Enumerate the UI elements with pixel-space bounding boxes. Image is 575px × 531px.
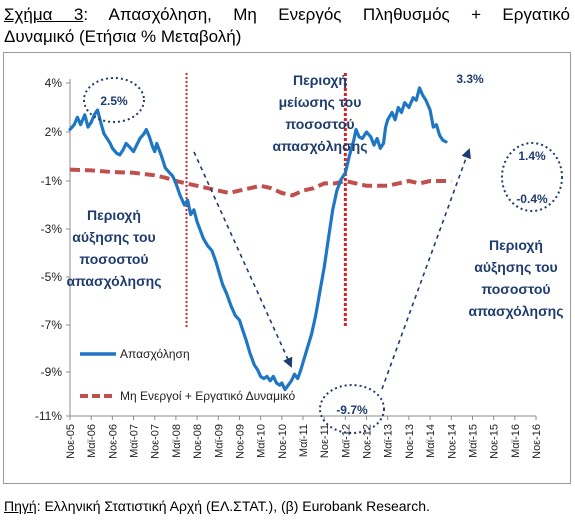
x-tick-label: Νοε-14 (446, 424, 458, 459)
x-tick-label: Νοε-13 (404, 424, 416, 459)
chart-frame: 4% 2% -1% -3% -5% -7% -9% -11% Νοε-05 Μαϊ-06 Νοε-0… (3, 52, 571, 484)
region-label-2-line: ποσοστού (79, 251, 148, 267)
source-label: Πηγή (4, 498, 37, 514)
region-label-1-line: μείωσης του (279, 94, 362, 110)
x-tick-label: Μαϊ-15 (467, 424, 479, 458)
region-label-2-line: απασχόλησης (67, 273, 162, 289)
title-line-2: Δυναμικό (Ετήσια % Μεταβολή) (4, 27, 242, 46)
y-tick-label: -9% (41, 365, 63, 379)
annotation-label: 1.4% (518, 149, 546, 163)
region-label-1-line: Περιοχή (293, 72, 347, 88)
x-tick-label: Νοε-09 (234, 424, 246, 459)
title-prefix: Σχήμα 3 (4, 5, 84, 24)
x-tick-label: Μαϊ-08 (171, 424, 183, 458)
latest-values-circle (501, 142, 563, 212)
source-text: : Ελληνική Στατιστική Αρχή (ΕΛ.ΣΤΑΤ.), (… (36, 498, 430, 514)
region-label-2-line: αύξησης του (72, 229, 155, 245)
legend-inactive-label: Μη Ενεργοί + Εργατικό Δυναμικό (120, 389, 296, 403)
x-tick-label: Μαϊ-12 (340, 424, 352, 458)
legend-employment-label: Απασχόληση (120, 347, 190, 361)
region-label-3-line: ποσοστού (481, 281, 550, 297)
y-tick-label: 2% (45, 125, 63, 139)
x-tick-label: Νοε-07 (150, 424, 162, 459)
peak-2006-circle (83, 77, 145, 123)
trough-2012-circle (319, 384, 385, 434)
x-tick-label: Μαϊ-10 (256, 424, 268, 458)
x-tick-label: Νοε-06 (107, 424, 119, 459)
x-tick-label: Μαϊ-09 (213, 424, 225, 458)
x-tick-label: Νοε-12 (362, 424, 374, 459)
x-tick-label: Μαϊ-07 (129, 424, 141, 458)
x-tick-label: Νοε-08 (192, 424, 204, 459)
chart-title: Σχήμα 3: Απασχόληση, Μη Ενεργός Πληθυσμό… (4, 4, 570, 48)
region-label-3-line: Περιοχή (489, 237, 543, 253)
employment-chart: 4% 2% -1% -3% -5% -7% -9% -11%Νοε-05 Μαϊ-06 Νοε-0… (35, 72, 564, 459)
employment-line (68, 86, 448, 392)
region-label-2-line: Περιοχή (87, 207, 141, 223)
x-tick-label: Νοε-10 (277, 424, 289, 459)
region-label-3-line: απασχόλησης (469, 303, 564, 319)
annotation-label: 2.5% (100, 94, 128, 108)
x-tick-label: Νοε-05 (65, 424, 77, 459)
region-label-3-line: αύξησης του (474, 259, 557, 275)
x-tick-label: Νοε-16 (531, 424, 543, 459)
y-tick-label: -7% (41, 318, 63, 332)
annotation-label: 3.3% (456, 72, 484, 86)
x-tick-label: Μαϊ-16 (510, 424, 522, 458)
inactive-labour-force-line (69, 167, 452, 198)
y-tick-label: -11% (35, 409, 62, 423)
title-line-1: Σχήμα 3: Απασχόληση, Μη Ενεργός Πληθυσμό… (4, 4, 570, 26)
y-tick-label: 4% (45, 76, 63, 90)
x-tick-label: Μαϊ-14 (425, 424, 437, 458)
y-tick-label: -3% (41, 222, 63, 236)
y-tick-label: -1% (41, 174, 63, 188)
region-label-1-line: απασχόλησης (273, 138, 368, 154)
region-label-1-line: ποσοστού (285, 116, 354, 132)
x-tick-label: Μαϊ-06 (86, 424, 98, 458)
annotation-label: -9.7% (336, 403, 368, 417)
x-tick-label: Νοε-11 (319, 424, 331, 458)
x-tick-label: Μαϊ-11 (298, 424, 310, 457)
source-note: Πηγή: Ελληνική Στατιστική Αρχή (ΕΛ.ΣΤΑΤ.… (4, 498, 430, 514)
x-tick-label: Νοε-15 (489, 424, 501, 459)
y-tick-label: -5% (41, 270, 63, 284)
recovery-trend-arrow (381, 148, 471, 390)
decline-trend-arrow (193, 151, 293, 368)
annotation-label: -0.4% (516, 192, 548, 206)
x-tick-label: Μαϊ-13 (383, 424, 395, 458)
title-line1-rest: : Απασχόληση, Μη Ενεργός Πληθυσμός + Εργ… (83, 5, 570, 24)
